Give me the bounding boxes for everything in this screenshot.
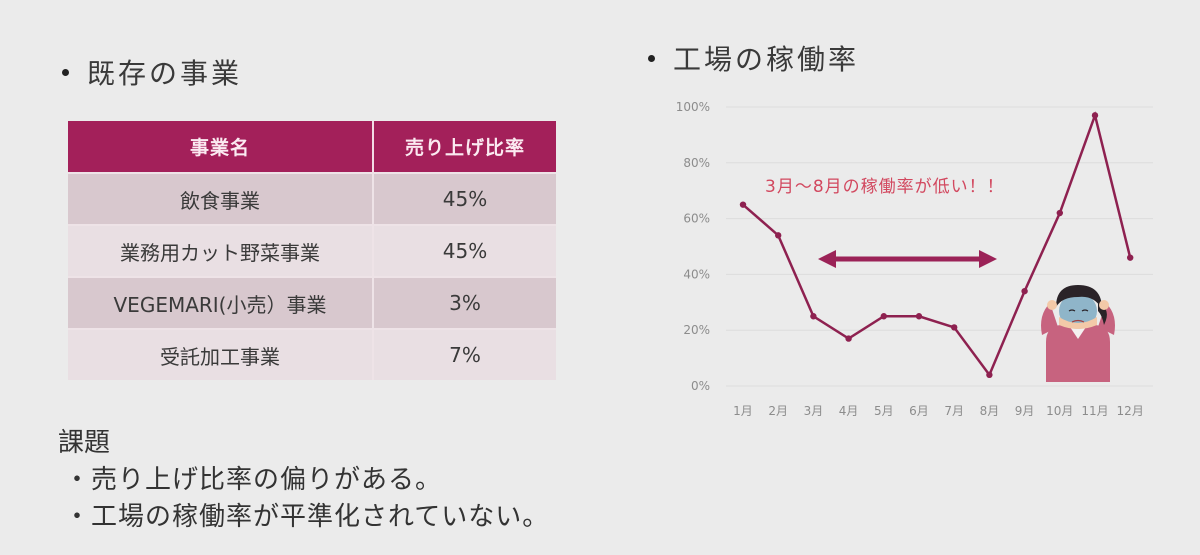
table-row: VEGEMARI(小売）事業 3% <box>68 276 556 328</box>
existing-business-heading: 既存の事業 <box>62 52 242 92</box>
sales-ratio-cell: 3% <box>374 276 556 328</box>
bullet-icon <box>62 68 69 76</box>
data-point <box>1127 254 1134 261</box>
table-header-row: 事業名 売り上げ比率 <box>68 121 556 172</box>
x-tick-label: 9月 <box>1015 404 1035 418</box>
table-row: 業務用カット野菜事業 45% <box>68 224 556 276</box>
x-axis: 1月 2月 3月 4月 5月 6月 7月 8月 9月 10月 11月 12月 <box>733 404 1144 418</box>
factory-utilization-heading-text: 工場の稼働率 <box>673 43 860 76</box>
chart-gridlines <box>726 106 1153 387</box>
x-tick-label: 7月 <box>944 404 964 418</box>
sales-ratio-cell: 45% <box>374 172 556 224</box>
issue-item: ・工場の稼働率が平準化されていない。 <box>64 502 550 532</box>
issues-block: 課題 ・売り上げ比率の偏りがある。 ・工場の稼働率が平準化されていない。 <box>58 425 549 536</box>
business-table: 事業名 売り上げ比率 飲食事業 45% 業務用カット野菜事業 45% VEGEM… <box>68 121 556 380</box>
data-point <box>951 324 958 331</box>
data-point <box>739 201 747 208</box>
low-utilization-annotation: 3月～8月の稼働率が低い！！ <box>765 177 1005 197</box>
sales-ratio-cell: 45% <box>374 224 556 276</box>
header-business-name: 事業名 <box>68 121 374 172</box>
x-tick-label: 11月 <box>1081 404 1108 418</box>
x-tick-label: 6月 <box>909 404 929 418</box>
distressed-person-icon <box>1041 285 1115 382</box>
table-row: 飲食事業 45% <box>68 172 556 224</box>
data-point <box>986 371 993 379</box>
y-tick-label: 20% <box>683 323 710 337</box>
x-tick-label: 3月 <box>804 404 824 418</box>
x-tick-label: 2月 <box>768 404 788 418</box>
double-arrow-icon <box>818 250 997 268</box>
x-tick-label: 1月 <box>733 404 753 418</box>
y-axis: 0% 20% 40% 60% 80% 100% <box>676 100 710 393</box>
data-point <box>880 313 887 320</box>
header-sales-ratio: 売り上げ比率 <box>374 121 556 172</box>
issue-item: ・売り上げ比率の偏りがある。 <box>64 465 443 495</box>
x-tick-label: 8月 <box>980 404 1000 418</box>
x-tick-label: 4月 <box>839 404 859 418</box>
issues-title: 課題 <box>58 428 111 458</box>
data-point <box>1056 209 1064 217</box>
x-tick-label: 5月 <box>874 404 894 418</box>
y-tick-label: 40% <box>683 267 710 281</box>
factory-utilization-heading: 工場の稼働率 <box>648 38 859 78</box>
y-tick-label: 0% <box>691 379 710 393</box>
y-tick-label: 100% <box>676 100 710 114</box>
x-tick-label: 10月 <box>1046 404 1073 418</box>
data-point <box>915 313 923 320</box>
business-name-cell: VEGEMARI(小売）事業 <box>68 276 374 328</box>
series-line <box>742 111 1132 378</box>
table-row: 受託加工事業 7% <box>68 328 556 380</box>
y-tick-label: 80% <box>683 156 710 170</box>
existing-business-heading-text: 既存の事業 <box>87 57 243 90</box>
business-name-cell: 受託加工事業 <box>68 328 374 380</box>
business-name-cell: 飲食事業 <box>68 172 374 224</box>
data-point <box>775 232 782 239</box>
data-point <box>1091 112 1099 119</box>
series-points <box>739 112 1134 379</box>
x-tick-label: 12月 <box>1117 404 1144 418</box>
sales-ratio-cell: 7% <box>374 328 556 380</box>
data-point <box>810 313 817 320</box>
data-point <box>845 335 852 342</box>
y-tick-label: 60% <box>683 212 710 226</box>
bullet-icon <box>648 54 655 62</box>
data-point <box>1021 287 1028 295</box>
business-name-cell: 業務用カット野菜事業 <box>68 224 374 276</box>
